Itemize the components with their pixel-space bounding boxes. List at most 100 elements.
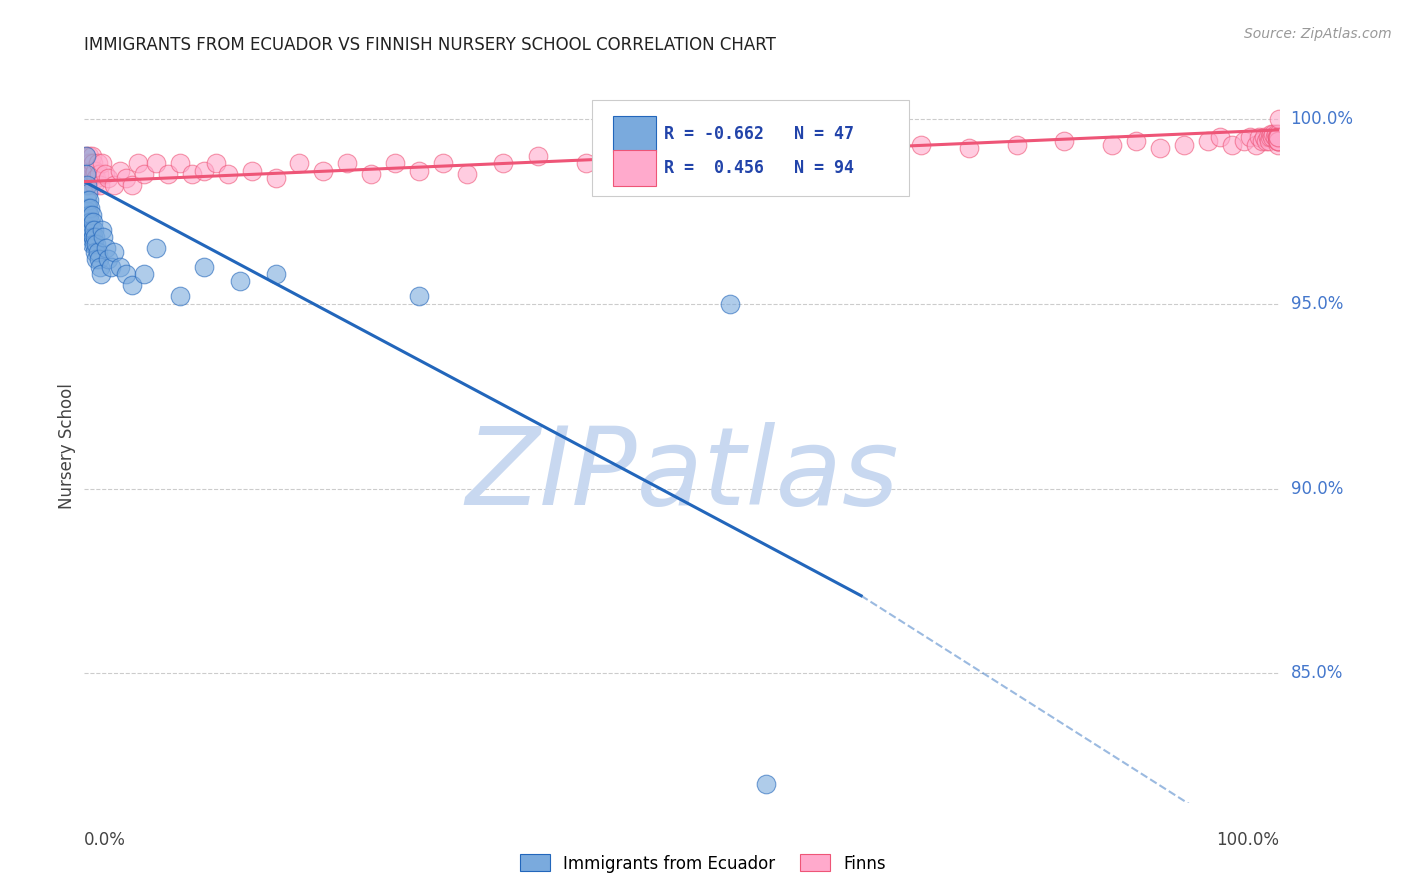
Point xyxy=(76,178,98,193)
Point xyxy=(82,230,104,244)
Point xyxy=(527,149,550,163)
Point xyxy=(1267,134,1289,148)
Point xyxy=(1267,127,1289,141)
Point xyxy=(1005,137,1028,152)
FancyBboxPatch shape xyxy=(592,100,908,196)
Point xyxy=(384,156,406,170)
Point xyxy=(83,237,105,252)
Point xyxy=(84,244,107,259)
Point xyxy=(1125,134,1147,148)
Point xyxy=(862,141,884,155)
Point xyxy=(75,149,97,163)
Point xyxy=(288,156,311,170)
Point xyxy=(82,215,104,229)
Point xyxy=(910,137,932,152)
Point xyxy=(623,149,645,163)
Point xyxy=(87,252,110,267)
Point xyxy=(76,178,98,193)
Text: 0.0%: 0.0% xyxy=(84,831,127,849)
Point xyxy=(1263,127,1285,141)
Point xyxy=(91,156,114,170)
Point xyxy=(1267,137,1289,152)
Point xyxy=(75,149,97,163)
Point xyxy=(76,167,98,181)
Point xyxy=(432,156,454,170)
Point xyxy=(1250,134,1272,148)
Point xyxy=(1267,134,1289,148)
Point xyxy=(814,149,837,163)
Point xyxy=(718,149,741,163)
Text: R = -0.662   N = 47: R = -0.662 N = 47 xyxy=(664,125,853,143)
Point xyxy=(75,167,97,181)
Point xyxy=(1260,127,1282,141)
Point xyxy=(1267,130,1289,145)
Point xyxy=(1249,130,1271,145)
Point xyxy=(180,167,202,181)
Point xyxy=(1267,130,1289,145)
Point xyxy=(84,163,107,178)
Point xyxy=(1220,137,1243,152)
Point xyxy=(1101,137,1123,152)
Text: 100.0%: 100.0% xyxy=(1291,110,1354,128)
Point xyxy=(100,260,122,274)
Point xyxy=(336,156,359,170)
Point xyxy=(79,230,101,244)
Point xyxy=(77,156,100,170)
Point xyxy=(145,156,167,170)
Point xyxy=(1173,137,1195,152)
Point xyxy=(89,260,111,274)
Text: Source: ZipAtlas.com: Source: ZipAtlas.com xyxy=(1244,27,1392,41)
Point xyxy=(91,223,114,237)
Point xyxy=(1197,134,1219,148)
Point xyxy=(83,167,105,181)
Point xyxy=(408,163,430,178)
Point xyxy=(1267,134,1289,148)
Point xyxy=(1257,134,1279,148)
Legend: Immigrants from Ecuador, Finns: Immigrants from Ecuador, Finns xyxy=(513,847,893,880)
Point xyxy=(1239,130,1261,145)
Point xyxy=(97,252,120,267)
Point xyxy=(205,156,228,170)
Point xyxy=(671,156,693,170)
Point xyxy=(80,163,103,178)
Point xyxy=(132,267,156,281)
Point xyxy=(84,230,107,244)
Point xyxy=(145,241,167,255)
Point xyxy=(79,170,101,185)
Point xyxy=(1267,130,1289,145)
Point xyxy=(77,149,100,163)
Point xyxy=(89,178,111,193)
Point xyxy=(193,163,215,178)
Point xyxy=(360,167,382,181)
Point xyxy=(1258,130,1281,145)
Point xyxy=(1053,134,1076,148)
Point xyxy=(76,193,98,207)
Point xyxy=(1267,130,1289,145)
Point xyxy=(1261,130,1284,145)
Point xyxy=(77,223,100,237)
Point xyxy=(79,156,101,170)
Point xyxy=(110,260,132,274)
Point xyxy=(1253,130,1275,145)
Point xyxy=(1232,134,1254,148)
Point xyxy=(1256,134,1278,148)
Point xyxy=(80,223,103,237)
Point xyxy=(1267,134,1289,148)
Y-axis label: Nursery School: Nursery School xyxy=(58,383,76,509)
Point xyxy=(103,178,125,193)
Point xyxy=(77,215,100,229)
Point xyxy=(408,289,430,303)
Point xyxy=(80,149,103,163)
Point xyxy=(264,170,287,185)
Point xyxy=(1264,130,1286,145)
Point xyxy=(217,167,239,181)
Point xyxy=(82,156,104,170)
Point xyxy=(93,230,115,244)
Point xyxy=(97,170,120,185)
Point xyxy=(193,260,215,274)
Point xyxy=(1268,112,1291,126)
FancyBboxPatch shape xyxy=(613,116,655,152)
Text: ZIPatlas: ZIPatlas xyxy=(465,422,898,527)
Point xyxy=(77,193,100,207)
Point xyxy=(79,215,101,229)
